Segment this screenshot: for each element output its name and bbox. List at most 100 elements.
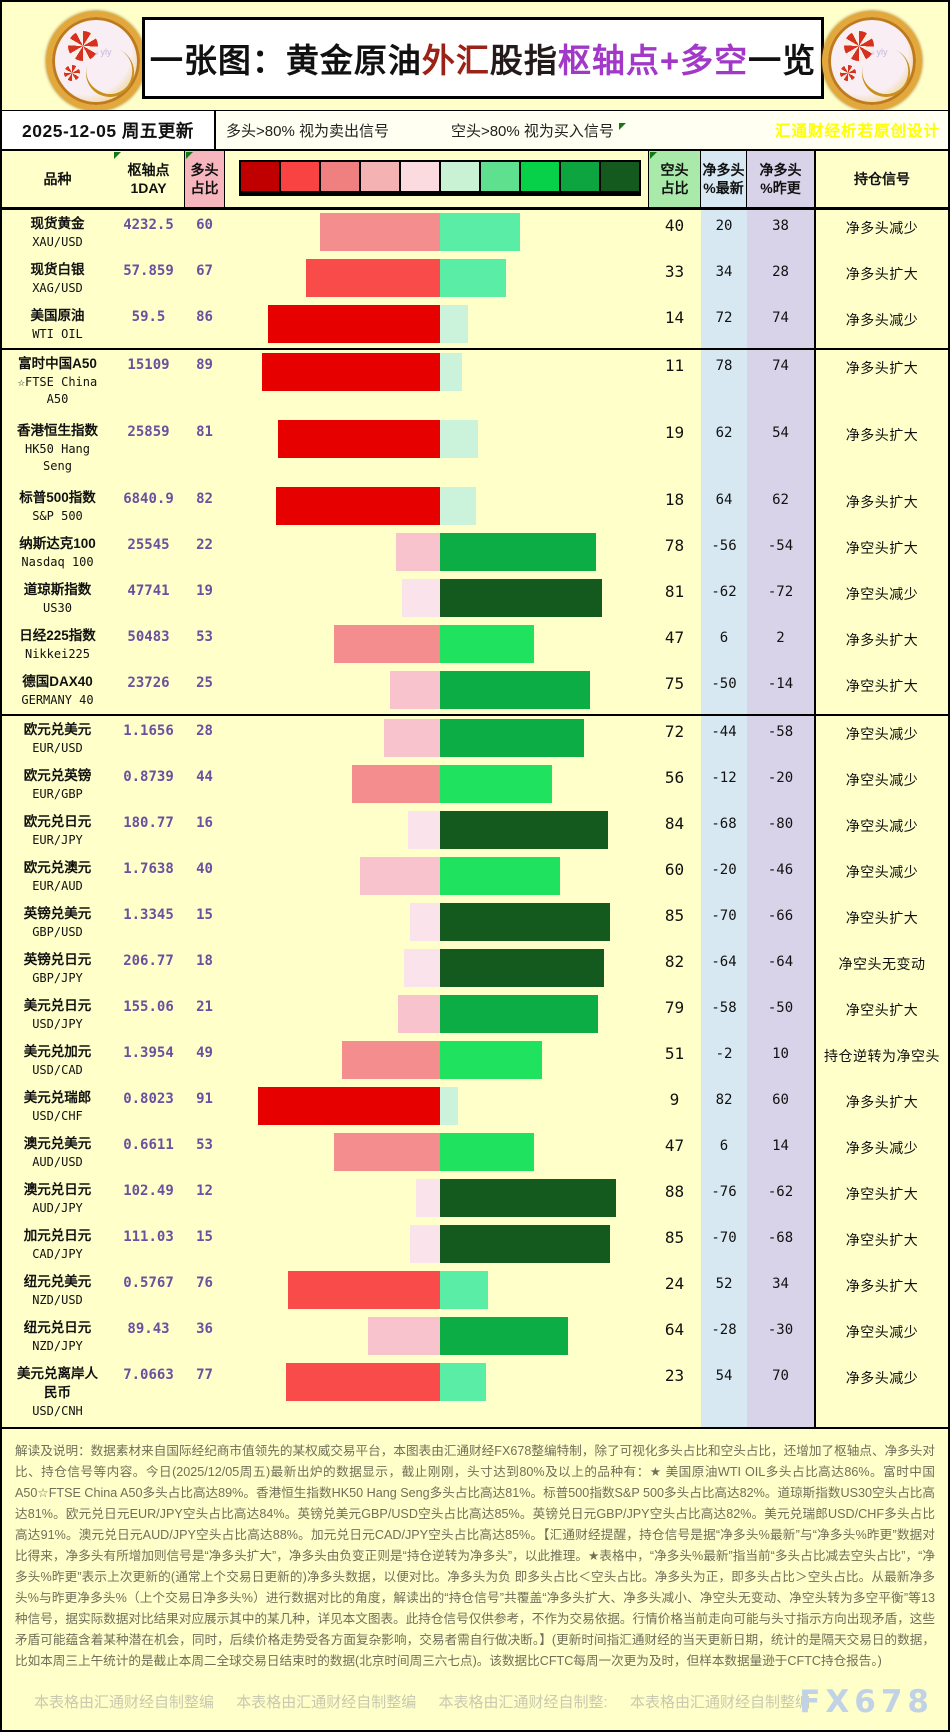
- net-long-latest-value: -64: [701, 946, 747, 992]
- instrument-name: 德国DAX40: [22, 674, 93, 689]
- short-pct-value: 85: [664, 1228, 685, 1247]
- diverging-bar-cell: [225, 1314, 648, 1360]
- net-long-prev-value: 74: [747, 302, 814, 348]
- net-long-latest-value: -20: [701, 854, 747, 900]
- table-header: 品种 枢轴点 1DAY 多头 占比 空头 占比 净多头 %最新 净多头 %昨更 …: [2, 149, 948, 210]
- long-bar: [402, 579, 440, 617]
- instrument-name: 欧元兑美元: [23, 722, 92, 737]
- table-row: 道琼斯指数 US30 47741 19 81 -62 -72 净空头减少: [2, 576, 948, 622]
- net-long-latest-value: 52: [701, 1268, 747, 1314]
- table-credit-watermark: 本表格由汇通财经自制整编: [34, 1694, 215, 1711]
- comment-marker-icon: [618, 122, 626, 130]
- table-row: 英镑兑美元 GBP/USD 1.3345 15 85 -70 -66 净空头扩大: [2, 900, 948, 946]
- col-header-signal: 持仓信号: [814, 151, 948, 207]
- net-long-latest-value: -2: [701, 1038, 747, 1084]
- instrument-code: USD/CHF: [32, 1108, 83, 1123]
- long-pct-value: 15: [196, 1229, 213, 1245]
- short-bar: [440, 671, 590, 709]
- net-long-latest-value: -62: [701, 576, 747, 622]
- instrument-name: 香港恒生指数: [17, 423, 98, 438]
- net-long-prev-value: -66: [747, 900, 814, 946]
- instrument-name-cell: 美元兑离岸人 民币 USD/CNH: [2, 1360, 113, 1427]
- instrument-name: 美元兑离岸人: [17, 1366, 98, 1381]
- instrument-code: HK50 Hang: [24, 441, 91, 456]
- position-signal: 净空头扩大: [814, 668, 948, 714]
- col-header-net-latest: 净多头 %最新: [701, 151, 747, 207]
- table-row: 英镑兑日元 GBP/JPY 206.77 18 82 -64 -64 净空头无变动: [2, 946, 948, 992]
- long-bar: [278, 420, 440, 458]
- short-pct-value: 75: [664, 674, 685, 693]
- date-band: 2025-12-05 周五更新 多头>80% 视为卖出信号 空头>80% 视为买…: [2, 110, 948, 149]
- net-long-prev-value: 70: [747, 1360, 814, 1427]
- short-bar: [440, 1087, 458, 1125]
- net-long-prev-value: 54: [747, 417, 814, 484]
- short-bar: [440, 765, 552, 803]
- col-header-species: 品种: [43, 170, 72, 187]
- plum-flower-icon: [844, 31, 874, 61]
- short-bar: [440, 579, 602, 617]
- gradient-cell: [241, 162, 281, 191]
- legend-gradient-wrap: [225, 151, 648, 207]
- long-pct-value: 60: [196, 217, 213, 233]
- position-signal: 净空头减少: [814, 716, 948, 762]
- long-pct-value: 76: [196, 1275, 213, 1291]
- table-row: 德国DAX40 GERMANY 40 23726 25 75 -50 -14 净空…: [2, 668, 948, 714]
- long-bar: [334, 625, 440, 663]
- instrument-name: 英镑兑日元: [23, 952, 92, 967]
- instrument-name-cell: 美国原油 WTI OIL: [2, 302, 113, 348]
- net-long-prev-value: -30: [747, 1314, 814, 1360]
- net-long-latest-value: -12: [701, 762, 747, 808]
- table-row: 纽元兑日元 NZD/JPY 89.43 36 64 -28 -30 净空头减少: [2, 1314, 948, 1360]
- table-row: 欧元兑日元 EUR/JPY 180.77 16 84 -68 -80 净空头减少: [2, 808, 948, 854]
- instrument-name-cell: 现货黄金 XAU/USD: [2, 210, 113, 256]
- gradient-cell: [401, 162, 441, 191]
- diverging-bar-cell: [225, 716, 648, 762]
- pivot-value: 59.5: [131, 309, 166, 325]
- net-long-latest-value: 82: [701, 1084, 747, 1130]
- long-pct-value: 36: [196, 1321, 213, 1337]
- instrument-code: AUD/JPY: [32, 1200, 83, 1215]
- diverging-bar-cell: [225, 1038, 648, 1084]
- diverging-bar-cell: [225, 530, 648, 576]
- long-pct-value: 22: [196, 537, 213, 553]
- pivot-value: 23726: [127, 675, 170, 691]
- title-segment: 外汇: [421, 42, 490, 79]
- plum-flower-icon: [64, 65, 80, 81]
- instrument-code: GBP/JPY: [32, 970, 83, 985]
- instrument-name-cell: 澳元兑美元 AUD/USD: [2, 1130, 113, 1176]
- instrument-code: A50: [46, 392, 69, 407]
- instrument-name: 美元兑瑞郎: [23, 1090, 92, 1105]
- fx678-watermark: FX678: [799, 1684, 934, 1720]
- instrument-code: ☆FTSE China: [17, 374, 98, 389]
- pivot-value: 1.7638: [123, 861, 174, 877]
- instrument-code: S&P 500: [32, 508, 83, 523]
- net-long-prev-value: -20: [747, 762, 814, 808]
- short-bar: [440, 533, 596, 571]
- long-pct-value: 16: [196, 815, 213, 831]
- long-pct-value: 82: [196, 491, 213, 507]
- instrument-code: CAD/JPY: [32, 1246, 83, 1261]
- instrument-name: 日经225指数: [19, 628, 96, 643]
- long-pct-value: 49: [196, 1045, 213, 1061]
- net-long-prev-value: -54: [747, 530, 814, 576]
- diverging-bar-cell: [225, 256, 648, 302]
- table-row: 香港恒生指数 HK50 Hang Seng 25859 81 19 62 54 净多…: [2, 417, 948, 484]
- table-row: 欧元兑澳元 EUR/AUD 1.7638 40 60 -20 -46 净空头减少: [2, 854, 948, 900]
- short-pct-value: 79: [664, 998, 685, 1017]
- long-bar: [288, 1271, 440, 1309]
- short-bar: [440, 995, 598, 1033]
- instrument-name-cell: 澳元兑日元 AUD/JPY: [2, 1176, 113, 1222]
- short-bar: [440, 1179, 616, 1217]
- table-credit-watermark: 本表格由汇通财经自制整:: [438, 1694, 608, 1711]
- long-bar: [360, 857, 440, 895]
- instrument-code: WTI OIL: [32, 326, 83, 341]
- instrument-code: NZD/USD: [32, 1292, 83, 1307]
- long-pct-value: 25: [196, 675, 213, 691]
- instrument-name-cell: 英镑兑日元 GBP/JPY: [2, 946, 113, 992]
- position-signal: 净多头扩大: [814, 484, 948, 530]
- instrument-name: 美元兑加元: [23, 1044, 92, 1059]
- net-long-prev-value: -64: [747, 946, 814, 992]
- brand-credit: 汇通财经析若原创设计: [774, 123, 940, 140]
- instrument-name-cell: 欧元兑英镑 EUR/GBP: [2, 762, 113, 808]
